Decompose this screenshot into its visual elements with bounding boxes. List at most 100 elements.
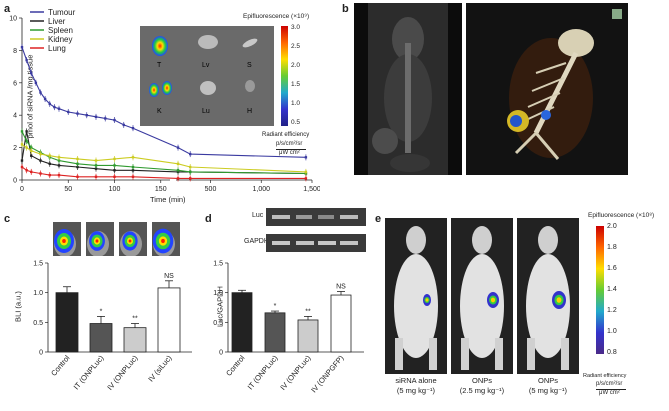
- organ-label-s: S: [247, 62, 252, 69]
- organ-label-k: K: [157, 108, 162, 115]
- mouse-caption-line1: ONPs: [471, 376, 492, 385]
- panel-label-a: a: [4, 3, 11, 15]
- panel-e-scale-tick: 1.4: [607, 286, 617, 293]
- panel-d-bar-iv-onpgfp: [330, 294, 352, 353]
- heart-organ: [245, 80, 255, 92]
- panel-c-annotation: **: [132, 316, 138, 323]
- panel-a-xtick-label: 100: [109, 186, 121, 193]
- legend-label-lung: Lung: [48, 44, 66, 53]
- point-kidney: [304, 170, 308, 174]
- panel-a-scale-units-den: μW cm²: [279, 150, 300, 156]
- bli-thumbnail: [119, 222, 147, 256]
- panel-a-scale-tick: 1.0: [291, 100, 301, 107]
- point-liver: [25, 130, 28, 133]
- point-liver: [131, 169, 135, 172]
- bli-thumbnail: [53, 222, 81, 256]
- point-kidney: [48, 154, 51, 157]
- western-blot-gapdh: [266, 234, 366, 252]
- panel-a-xtick-label: 0: [20, 186, 24, 193]
- panel-c-bar-iv-siluc: [157, 287, 181, 353]
- panel-d-ytick-label: 0: [219, 350, 223, 357]
- point-lung: [176, 177, 180, 180]
- panel-e-scale-units-num: p/s/cm²/sr: [596, 381, 623, 387]
- point-liver: [20, 159, 24, 162]
- panel-d-annotation: NS: [336, 283, 346, 290]
- point-lung: [57, 173, 61, 177]
- point-kidney: [30, 149, 33, 153]
- panel-a-scale-units-num: p/s/cm²/sr: [276, 141, 303, 147]
- panel-label-c: c: [4, 213, 11, 225]
- panel-a-xtick-label: 1,500: [303, 186, 320, 193]
- point-kidney: [131, 156, 135, 159]
- panel-e-scale-units-bar: [596, 389, 626, 390]
- ct-scan-image: [354, 3, 462, 175]
- point-tumour: [57, 107, 61, 110]
- bli-image-row: [53, 222, 183, 256]
- point-liver: [57, 164, 61, 167]
- point-spleen: [25, 139, 28, 143]
- panel-a-ytick-label: 6: [13, 80, 17, 87]
- mouse-image: [385, 218, 447, 374]
- panel-a-scale-tick: 0.5: [291, 119, 301, 126]
- point-kidney: [113, 157, 116, 161]
- panel-a-scale-tick: 1.5: [291, 81, 301, 88]
- mouse-caption-line1: ONPs: [537, 376, 558, 385]
- panel-d-ytick-label: 0.5: [213, 320, 223, 327]
- point-kidney: [76, 157, 79, 161]
- panel-c-category-label: IV (siLuc): [146, 353, 174, 383]
- panel-d-category-label: IV (ONPGFP): [309, 353, 346, 394]
- point-lung: [304, 177, 308, 180]
- point-liver: [94, 167, 98, 170]
- panel-a-ytick-label: 0: [13, 178, 17, 185]
- panel-c-annotation: NS: [164, 273, 174, 280]
- panel-a-scale-caption: Radiant efficiency: [262, 132, 310, 138]
- panel-c-annotation: *: [100, 308, 103, 315]
- point-tumour: [122, 123, 125, 127]
- panel-a-scale-tick: 2.5: [291, 43, 301, 50]
- 3d-skeleton-graphic: [507, 9, 622, 160]
- panel-c-category-label: Control: [49, 353, 72, 378]
- legend-label-kidney: Kidney: [48, 35, 72, 44]
- point-kidney: [57, 156, 61, 159]
- panel-c-bar-iv-onpluc: [123, 327, 147, 353]
- panel-d-chart: 0 0.5 1.0 1.5 Control * IT (ONPLuc) ** IV (ONPLu…: [213, 261, 364, 394]
- point-kidney: [176, 162, 180, 165]
- panel-a-colorbar: [281, 26, 288, 126]
- point-spleen: [113, 164, 116, 167]
- panel-d-bar-it-onpluc: [264, 312, 286, 353]
- point-spleen: [20, 130, 24, 133]
- mouse-image: [517, 218, 579, 374]
- kidney-organ-2: [162, 81, 172, 95]
- organ-label-lu: Lu: [202, 108, 210, 115]
- mouse-caption-line2: (2.5 mg kg⁻¹): [459, 386, 505, 395]
- lung-organ: [200, 81, 216, 95]
- point-tumour: [25, 58, 28, 62]
- panel-a-scale-title: Epifluorescence (×10⁹): [243, 13, 310, 20]
- point-lung: [94, 175, 98, 178]
- panel-c-ytick-label: 1.5: [33, 261, 43, 268]
- point-tumour: [30, 71, 33, 75]
- series-line-tumour: [21, 47, 306, 158]
- point-tumour: [131, 126, 135, 130]
- panel-c-chart: 0 0.5 1.0 1.5 Control * IT (ONPLuc) ** IV (ONPLu…: [33, 261, 192, 392]
- panel-label-e: e: [375, 213, 382, 225]
- panel-a-ytick-label: 2: [13, 145, 17, 152]
- point-spleen: [176, 169, 180, 172]
- western-blot-luc: [266, 208, 366, 226]
- point-lung: [131, 175, 135, 178]
- point-tumour: [85, 114, 88, 117]
- point-lung: [39, 172, 42, 175]
- point-tumour: [304, 156, 308, 159]
- point-liver: [76, 165, 79, 169]
- orientation-cube-icon[interactable]: [612, 9, 622, 19]
- point-kidney: [25, 146, 28, 149]
- panel-a-xtick-label: 150: [155, 186, 167, 193]
- panel-d-category-label: IT (ONPLuc): [246, 353, 280, 391]
- organ-label-h: H: [247, 108, 253, 115]
- point-spleen: [189, 170, 192, 174]
- panel-a-xtick-label: 1,000: [252, 186, 270, 193]
- legend-label-tumour: Tumour: [48, 8, 76, 17]
- panel-a-xtick-label: 50: [64, 186, 72, 193]
- panel-d-category-label: IV (ONPLuc): [278, 353, 313, 392]
- point-kidney: [39, 152, 42, 156]
